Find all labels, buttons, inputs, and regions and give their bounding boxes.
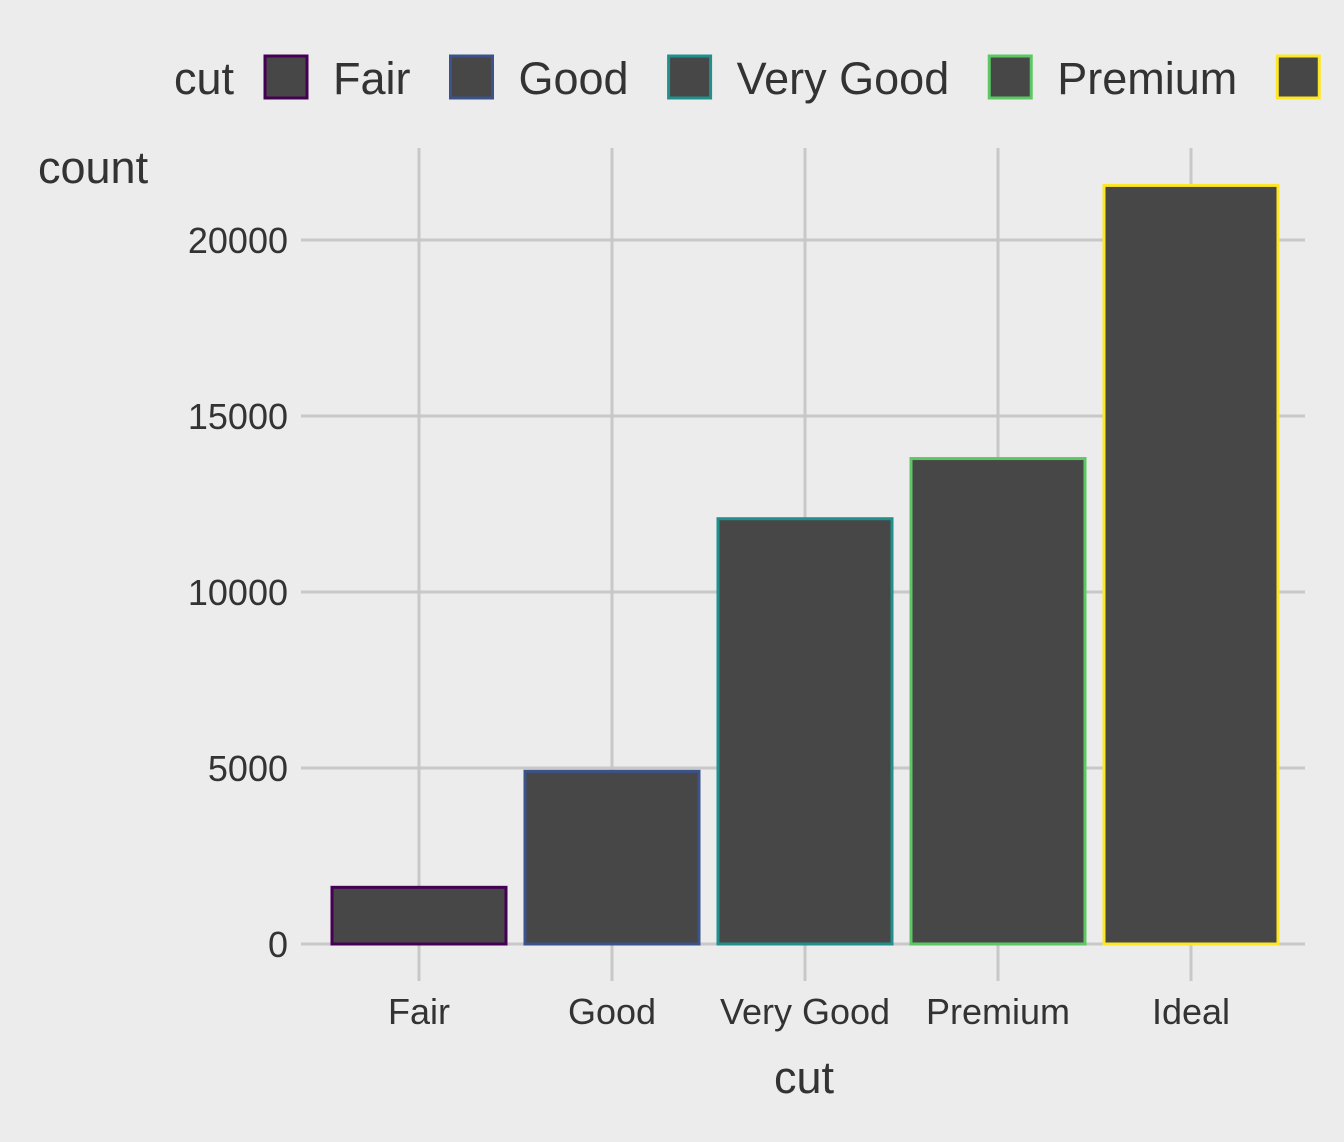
- legend-key: [449, 54, 494, 100]
- y-tick-label: 20000: [188, 220, 288, 261]
- y-axis-ticks: 0 5000 10000 15000 20000: [188, 220, 288, 965]
- y-tick-label: 10000: [188, 572, 288, 613]
- bar-good: [523, 769, 701, 946]
- x-tick-label: Ideal: [1152, 991, 1230, 1032]
- legend-key: [987, 54, 1033, 100]
- legend-key: [263, 54, 309, 100]
- x-tick-label: Premium: [926, 991, 1070, 1032]
- y-tick-label: 0: [268, 924, 288, 965]
- y-tick-label: 15000: [188, 396, 288, 437]
- bar-fair: [330, 885, 508, 946]
- legend-label: Good: [519, 53, 629, 104]
- legend-key: [667, 54, 713, 100]
- x-axis-title: cut: [774, 1052, 835, 1103]
- legend-title: cut: [174, 53, 235, 104]
- bars: [330, 183, 1280, 946]
- x-tick-label: Good: [568, 991, 656, 1032]
- bar-ideal: [1102, 183, 1280, 946]
- x-tick-label: Fair: [388, 991, 450, 1032]
- x-tick-label: Very Good: [720, 991, 890, 1032]
- legend-label: Fair: [333, 53, 411, 104]
- legend-label: Premium: [1057, 53, 1237, 104]
- bar-very-good: [716, 517, 894, 946]
- bar-premium: [909, 457, 1087, 946]
- y-tick-label: 5000: [208, 748, 288, 789]
- legend-key: [1275, 54, 1321, 100]
- x-axis-ticks: Fair Good Very Good Premium Ideal: [388, 991, 1230, 1032]
- y-axis-title: count: [38, 142, 149, 193]
- legend-label: Very Good: [737, 53, 950, 104]
